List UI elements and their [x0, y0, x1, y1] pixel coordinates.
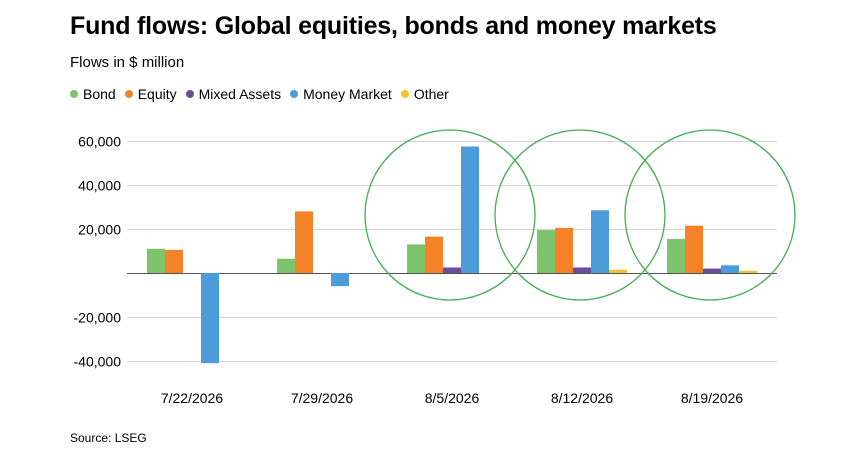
y-tick-label: -40,000: [74, 354, 122, 370]
chart-title: Fund flows: Global equities, bonds and m…: [70, 12, 717, 40]
bar-equity-7-29-2026: [295, 211, 313, 273]
bar-mixed-assets-8-19-2026: [703, 268, 721, 273]
bar-equity-8-19-2026: [685, 225, 703, 273]
bar-bond-7-29-2026: [277, 258, 295, 273]
bar-money-market-7-22-2026: [201, 273, 219, 364]
legend-item-money-market: Money Market: [290, 86, 392, 102]
chart-subtitle: Flows in $ million: [70, 54, 185, 71]
legend-item-mixed-assets: Mixed Assets: [185, 86, 282, 102]
bar-money-market-8-5-2026: [461, 146, 479, 273]
legend-label: Bond: [83, 86, 116, 102]
legend-item-equity: Equity: [124, 86, 177, 102]
bar-bond-7-22-2026: [147, 248, 165, 273]
bar-other-8-19-2026: [739, 270, 757, 273]
chart-source: Source: LSEG: [70, 431, 147, 445]
highlight-circle-8-19-2026: [624, 129, 796, 301]
legend-swatch-money-market: [290, 90, 299, 98]
legend-label: Equity: [137, 86, 177, 102]
bar-money-market-7-29-2026: [331, 273, 349, 287]
bar-money-market-8-19-2026: [721, 265, 739, 273]
bar-bond-8-5-2026: [407, 244, 425, 273]
bar-equity-7-22-2026: [165, 249, 183, 273]
legend-swatch-equity: [124, 90, 133, 98]
x-tick-label: 8/12/2026: [551, 390, 613, 406]
legend-item-bond: Bond: [70, 86, 116, 102]
highlight-circle-8-12-2026: [494, 129, 666, 301]
bar-bond-8-12-2026: [537, 230, 555, 273]
x-tick-label: 8/19/2026: [681, 390, 743, 406]
x-tick-label: 8/5/2026: [425, 390, 480, 406]
highlight-circle-8-5-2026: [364, 129, 536, 301]
legend-label: Other: [413, 86, 449, 102]
legend-swatch-other: [400, 90, 409, 98]
bar-equity-8-5-2026: [425, 236, 443, 273]
bar-equity-8-12-2026: [555, 227, 573, 273]
bar-other-8-12-2026: [609, 269, 627, 273]
y-tick-label: 60,000: [78, 134, 121, 150]
legend-swatch-mixed-assets: [185, 90, 194, 98]
y-tick-label: -20,000: [74, 310, 122, 326]
bar-mixed-assets-8-5-2026: [443, 267, 461, 273]
legend-swatch-bond: [70, 90, 78, 98]
bar-bond-8-19-2026: [667, 238, 685, 273]
bar-money-market-8-12-2026: [591, 210, 609, 273]
legend-label: Money Market: [303, 86, 392, 102]
x-tick-label: 7/22/2026: [161, 390, 223, 406]
x-tick-label: 7/29/2026: [291, 390, 353, 406]
y-tick-label: 20,000: [78, 222, 121, 238]
legend-item-other: Other: [400, 86, 449, 102]
y-tick-label: 40,000: [78, 178, 121, 194]
bar-mixed-assets-8-12-2026: [573, 267, 591, 273]
legend-label: Mixed Assets: [198, 86, 282, 102]
chart-legend: Bond Equity Mixed Assets Money Market Other: [70, 86, 458, 102]
